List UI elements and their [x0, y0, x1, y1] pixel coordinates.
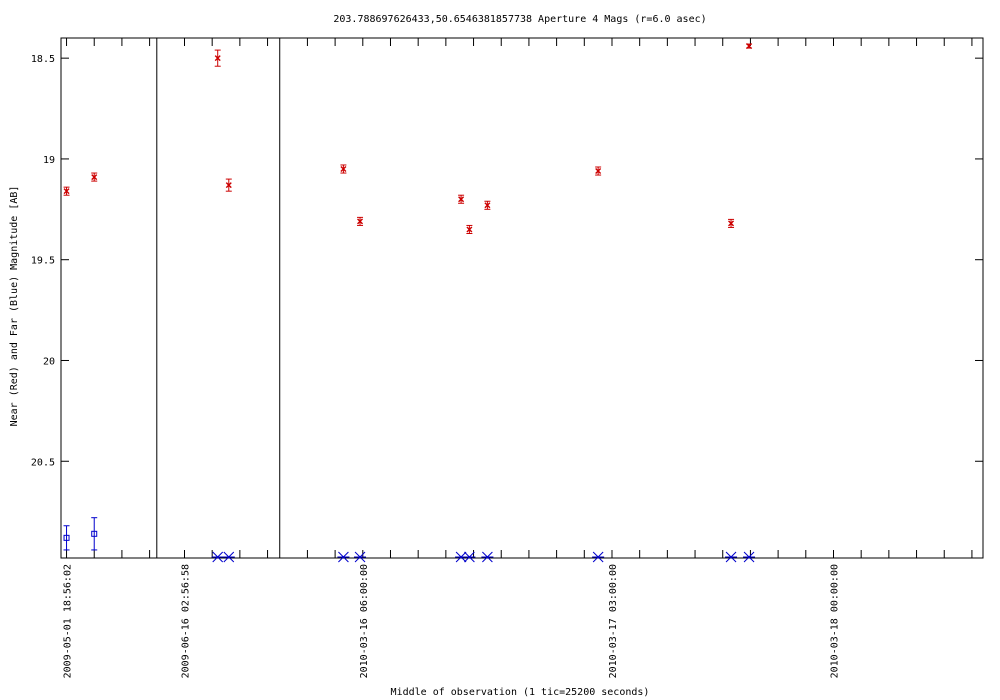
data-point	[91, 172, 98, 182]
data-point	[466, 224, 473, 235]
plot-frame	[60, 37, 984, 559]
marker-x	[484, 202, 491, 209]
x-axis-label: Middle of observation (1 tic=25200 secon…	[391, 687, 650, 698]
data-point	[458, 194, 465, 204]
data-point	[222, 551, 235, 563]
marker-asterisk	[455, 551, 467, 563]
marker-asterisk	[592, 551, 604, 563]
data-point	[746, 43, 753, 50]
data-point	[214, 49, 221, 67]
data-point	[91, 517, 98, 551]
data-point	[481, 551, 494, 563]
marker-square	[91, 530, 98, 537]
data-point	[725, 551, 738, 563]
data-point	[592, 551, 605, 563]
marker-square	[63, 534, 70, 541]
x-tick-label: 2010-03-16 06:00:00	[359, 564, 370, 678]
data-point	[595, 166, 602, 176]
y-tick-label: 19.5	[31, 256, 55, 267]
y-tick-label: 18.5	[31, 54, 55, 65]
chart-title: 203.788697626433,50.6546381857738 Apertu…	[333, 14, 706, 25]
marker-x	[225, 182, 232, 189]
tick-layer: 18.5 19 19.5 20 20.5 2009-05-01 18:56:02 2009-…	[31, 38, 983, 678]
marker-x	[728, 220, 735, 227]
data-point	[63, 186, 70, 196]
marker-x	[91, 174, 98, 181]
marker-asterisk	[743, 551, 755, 563]
x-tick-label: 2009-05-01 18:56:02	[63, 564, 74, 678]
marker-asterisk	[223, 551, 235, 563]
data-point	[484, 200, 491, 210]
data-point	[357, 216, 364, 226]
data-point	[340, 164, 347, 174]
x-tick-label: 2010-03-18 00:00:00	[829, 564, 840, 678]
marker-asterisk	[212, 551, 224, 563]
marker-x	[458, 196, 465, 203]
x-tick-label: 2009-06-16 02:56:58	[180, 564, 191, 678]
data-point	[463, 551, 476, 563]
data-point	[728, 218, 735, 228]
data-point	[63, 525, 70, 551]
data-point	[354, 551, 367, 563]
marker-x	[357, 218, 364, 225]
data-point	[211, 551, 224, 563]
marker-asterisk	[482, 551, 493, 563]
marker-asterisk	[338, 551, 349, 563]
marker-x	[214, 55, 221, 62]
marker-x	[746, 43, 753, 50]
marker-asterisk	[725, 551, 737, 563]
data-point	[337, 551, 350, 563]
data-point	[225, 178, 232, 192]
x-tick-label: 2010-03-17 03:00:00	[608, 564, 619, 678]
data-point	[743, 551, 756, 563]
marker-x	[466, 226, 473, 233]
marker-x	[63, 188, 70, 195]
marker-asterisk	[354, 551, 366, 563]
marker-x	[595, 168, 602, 175]
y-tick-label: 19	[43, 155, 55, 166]
marker-x	[340, 166, 347, 173]
y-tick-label: 20	[43, 356, 55, 367]
marker-asterisk	[464, 551, 475, 563]
y-axis-label: Near (Red) and Far (Blue) Magnitude [AB]	[9, 186, 20, 427]
y-tick-label: 20.5	[31, 457, 55, 468]
marks-layer	[63, 43, 756, 563]
